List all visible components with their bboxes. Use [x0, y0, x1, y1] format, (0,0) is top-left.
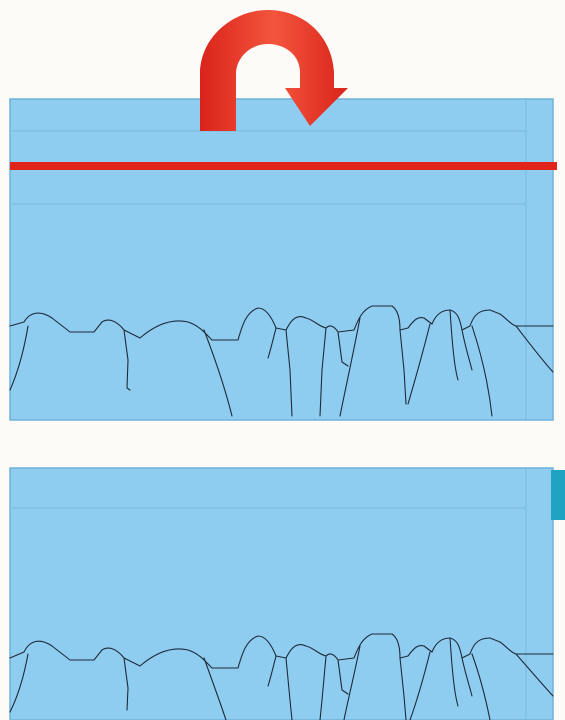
top-tooth-root-3 — [203, 329, 233, 417]
top-tooth-root-5 — [285, 329, 293, 417]
top-tooth-root-7 — [337, 331, 349, 367]
bottom-tooth-root-2 — [123, 657, 129, 711]
top-tooth-root-1 — [9, 325, 29, 391]
bottom-panel — [9, 467, 565, 720]
bottom-tooth-root-11 — [449, 637, 459, 707]
bottom-tooth-root-10 — [409, 651, 431, 720]
top-tooth-root-2 — [123, 329, 131, 391]
top-teeth-outline — [9, 305, 554, 417]
bottom-slab — [9, 467, 554, 720]
bottom-tooth-root-12 — [461, 657, 473, 697]
bottom-teeth-outline — [9, 633, 554, 720]
bottom-tooth-root-9 — [399, 657, 407, 720]
bottom-tooth-root-13 — [471, 653, 491, 720]
bottom-tooth-root-5 — [285, 657, 293, 720]
bottom-tooth-root-1 — [9, 653, 29, 713]
top-tooth-root-11 — [449, 309, 459, 381]
bottom-tooth-root-3 — [203, 657, 227, 720]
bottom-tooth-root-14 — [515, 653, 554, 697]
top-tooth-root-14 — [515, 325, 554, 373]
top-tooth-root-6 — [319, 327, 327, 417]
bottom-tooth-root-8 — [343, 645, 361, 720]
top-tooth-root-9 — [399, 329, 407, 405]
top-slab — [9, 98, 554, 421]
flip-arrow-icon — [200, 10, 348, 131]
edge-marker — [551, 470, 565, 520]
flip-arrow-body — [200, 10, 348, 131]
bottom-tooth-root-4 — [267, 655, 277, 687]
top-tooth-root-4 — [267, 327, 277, 359]
top-tooth-root-13 — [471, 325, 493, 417]
top-tooth-root-12 — [461, 329, 473, 371]
bottom-tooth-root-7 — [337, 659, 349, 695]
bottom-tooth-root-6 — [319, 655, 327, 720]
top-tooth-root-8 — [339, 317, 361, 417]
top-tooth-root-10 — [407, 323, 431, 405]
top-panel — [9, 10, 557, 421]
